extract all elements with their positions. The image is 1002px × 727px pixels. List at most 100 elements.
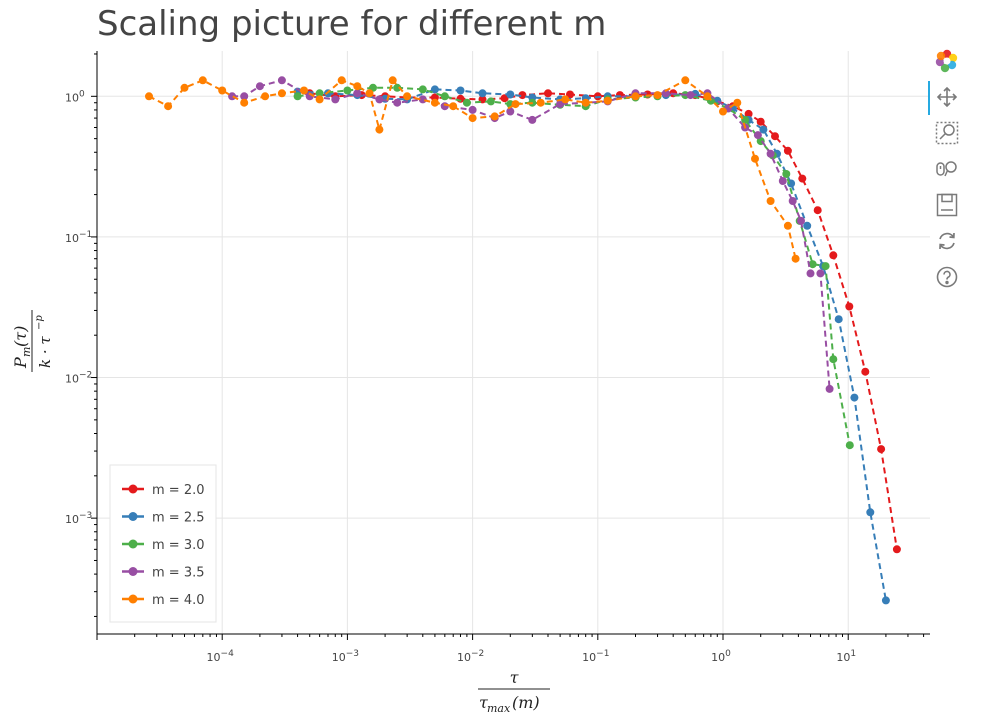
series-m2-5 xyxy=(293,85,890,605)
data-point xyxy=(418,85,427,94)
save-tool-icon[interactable] xyxy=(932,190,962,220)
series-m2-0 xyxy=(305,89,901,554)
data-point xyxy=(430,98,439,107)
y-axis-label-numerator-sub: m xyxy=(20,347,33,357)
legend-swatch-marker xyxy=(128,512,138,521)
data-point xyxy=(850,393,859,402)
data-point xyxy=(816,269,825,278)
x-tick-label: 100 xyxy=(711,649,731,664)
x-tick-label: 10−2 xyxy=(457,649,484,664)
reset-tool-icon[interactable] xyxy=(932,226,962,256)
legend-label: m = 4.0 xyxy=(152,593,205,608)
data-point xyxy=(403,92,412,101)
x-tick-labels: 10−4 10−3 10−2 10−1 100 101 xyxy=(207,649,857,664)
legend-label: m = 3.0 xyxy=(152,538,205,553)
data-point xyxy=(393,83,402,92)
data-point xyxy=(375,95,384,104)
y-axis-label: P m (τ) k · τ −p xyxy=(11,310,54,372)
data-point xyxy=(753,131,762,140)
data-point xyxy=(145,92,153,101)
series-m3-0 xyxy=(293,83,854,450)
x-axis-label-denominator-base: τ xyxy=(479,693,489,712)
data-point xyxy=(703,92,712,101)
data-point xyxy=(845,441,854,450)
legend-swatch-marker xyxy=(128,539,138,549)
x-axis-label-denominator-sub: max xyxy=(487,702,511,715)
data-point xyxy=(506,107,515,116)
y-axis-label-denominator-sup: −p xyxy=(34,315,45,330)
data-point xyxy=(759,125,768,134)
data-point xyxy=(751,154,759,163)
data-point xyxy=(331,95,340,104)
data-point xyxy=(686,91,695,100)
data-point xyxy=(556,100,565,109)
x-axis-label-numerator: τ xyxy=(510,668,520,687)
y-tick-label: 10−1 xyxy=(65,230,92,245)
legend[interactable]: m = 2.0 m = 2.5 m = 3.0 m = 3.5 m = 4.0 xyxy=(109,464,217,623)
data-point xyxy=(653,91,662,100)
data-point xyxy=(536,98,545,107)
x-axis-label: τ τ max (m) xyxy=(478,668,550,715)
legend-label: m = 2.0 xyxy=(152,483,205,498)
bokeh-logo-icon[interactable] xyxy=(932,46,962,76)
data-point xyxy=(300,86,308,95)
data-point xyxy=(661,89,670,98)
wheel-zoom-tool-icon[interactable] xyxy=(932,154,962,184)
data-point xyxy=(834,315,843,324)
data-point xyxy=(240,92,249,101)
box-zoom-tool-icon[interactable] xyxy=(932,118,962,148)
series-line xyxy=(309,92,898,550)
data-point xyxy=(198,76,207,85)
y-tick-label: 100 xyxy=(65,89,85,104)
active-tool-indicator xyxy=(928,81,930,115)
series-m4-0 xyxy=(145,76,800,263)
chart-title: Scaling picture for different m xyxy=(97,4,607,44)
data-point xyxy=(440,102,449,111)
data-point xyxy=(829,251,838,260)
data-point xyxy=(783,221,792,230)
legend-item[interactable]: m = 2.5 xyxy=(122,511,205,526)
data-point xyxy=(337,76,346,85)
data-point xyxy=(744,109,753,118)
data-point xyxy=(791,254,800,263)
data-point xyxy=(180,83,189,92)
data-point xyxy=(218,86,227,95)
data-point xyxy=(803,221,812,230)
data-point xyxy=(500,94,509,103)
data-point xyxy=(808,260,817,269)
legend-label: m = 2.5 xyxy=(152,511,205,526)
x-tick-label: 10−1 xyxy=(582,649,609,664)
data-point xyxy=(719,107,727,116)
data-point xyxy=(486,97,495,106)
x-axis-label-denominator-arg: (m) xyxy=(512,693,540,712)
data-point xyxy=(255,82,264,91)
data-point xyxy=(631,92,640,101)
y-tick-labels: 100 10−1 10−2 10−3 xyxy=(65,89,92,526)
legend-item[interactable]: m = 3.5 xyxy=(122,566,205,581)
pan-tool-icon[interactable] xyxy=(932,82,962,112)
help-tool-icon[interactable] xyxy=(932,262,962,292)
data-point xyxy=(806,269,815,278)
plot-area[interactable]: 10−4 10−3 10−2 10−1 100 101 100 10−1 10−2 10−3 m… xyxy=(0,0,930,727)
data-point xyxy=(240,98,249,107)
x-tick-label: 10−3 xyxy=(332,649,359,664)
data-point xyxy=(825,384,834,393)
series-layer xyxy=(145,76,901,605)
data-point xyxy=(343,86,352,95)
legend-item[interactable]: m = 3.0 xyxy=(122,538,205,553)
data-point xyxy=(164,102,173,111)
data-point xyxy=(511,100,520,109)
data-point xyxy=(468,114,477,123)
data-point xyxy=(813,206,822,215)
data-point xyxy=(449,102,458,111)
data-point xyxy=(456,86,465,95)
grid-lines xyxy=(97,51,930,634)
data-point xyxy=(861,367,870,376)
data-point xyxy=(506,90,515,99)
data-point xyxy=(544,89,552,98)
data-point xyxy=(440,92,449,101)
data-point xyxy=(782,170,791,178)
legend-item[interactable]: m = 2.0 xyxy=(122,483,205,498)
data-point xyxy=(528,115,537,124)
legend-item[interactable]: m = 4.0 xyxy=(122,593,205,608)
